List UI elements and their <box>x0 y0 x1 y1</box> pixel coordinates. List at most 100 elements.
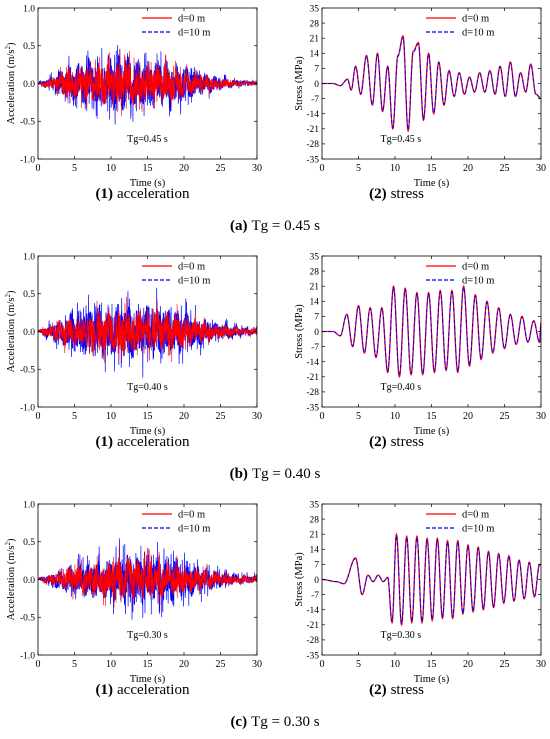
panel-stress-2: 0 5 10 15 20 25 30 -35 -28 -21 -14 -7 0 7 14 21 28 35 Time… <box>294 500 546 685</box>
y-tick-label: -7 <box>311 343 319 353</box>
y-tick-label: 21 <box>310 283 320 293</box>
x-tick-label: 10 <box>390 411 400 422</box>
tg-annotation: Tg=0.40 s <box>381 382 422 393</box>
x-tick-label: 5 <box>72 659 77 670</box>
y-tick-label: -21 <box>306 621 319 631</box>
y-tick-label: 1.0 <box>23 500 35 510</box>
y-tick-label: -28 <box>306 388 319 398</box>
x-tick-label: 0 <box>36 411 41 422</box>
y-tick-label: 7 <box>314 561 319 571</box>
x-tick-label: 30 <box>252 659 262 670</box>
y-tick-label: 0 <box>314 328 319 338</box>
y-tick-label: 0.0 <box>23 80 35 90</box>
x-tick-label: 20 <box>179 659 189 670</box>
y-axis-label-end: ) <box>6 290 17 294</box>
y-tick-label: 14 <box>310 298 320 308</box>
x-tick-label: 20 <box>463 659 473 670</box>
series-line-d10 <box>322 534 541 625</box>
legend-label-d10: d=10 m <box>178 524 210 535</box>
legend-label-d0: d=0 m <box>462 510 489 521</box>
y-tick-label: -0.5 <box>20 614 35 624</box>
x-tick-label: 0 <box>320 163 325 174</box>
x-tick-label: 25 <box>216 411 226 422</box>
subcaption-acceleration: (1) acceleration <box>96 186 190 202</box>
series-line-d0 <box>322 35 541 133</box>
x-tick-label: 25 <box>216 659 226 670</box>
y-axis-label-superscript: 2 <box>4 46 12 50</box>
x-tick-label: 15 <box>143 411 153 422</box>
y-axis-label: Stress (MPa) <box>294 552 305 607</box>
tg-annotation: Tg=0.40 s <box>127 382 168 393</box>
x-tick-label: 30 <box>536 163 546 174</box>
x-tick-label: 5 <box>72 163 77 174</box>
x-tick-label: 25 <box>500 659 510 670</box>
tg-annotation: Tg=0.30 s <box>381 630 422 641</box>
x-tick-label: 30 <box>536 411 546 422</box>
captions: (1) acceleration (2) stress(a) Tg = 0.45 s(1… <box>96 186 425 730</box>
x-tick-label: 5 <box>356 659 361 670</box>
y-tick-label: 28 <box>310 19 320 29</box>
legend-label-d10: d=10 m <box>462 524 494 535</box>
y-axis-label-main: Acceleration (m/s <box>6 546 17 621</box>
x-tick-label: 25 <box>500 411 510 422</box>
x-tick-label: 20 <box>463 163 473 174</box>
x-tick-label: 5 <box>72 411 77 422</box>
y-tick-label: 0.5 <box>23 42 35 52</box>
series-line-d0 <box>38 547 257 608</box>
y-tick-label: -7 <box>311 95 319 105</box>
y-tick-label: 0.5 <box>23 538 35 548</box>
subcaption-stress: (2) stress <box>369 186 424 202</box>
x-tick-label: 30 <box>252 163 262 174</box>
y-axis-label: Acceleration (m/s2) <box>4 538 17 620</box>
subcaption-stress: (2) stress <box>369 434 424 450</box>
legend-label-d0: d=0 m <box>178 262 205 273</box>
y-tick-label: 1.0 <box>23 4 35 14</box>
x-axis-label: Time (s) <box>414 674 450 685</box>
x-tick-label: 0 <box>320 659 325 670</box>
panel-stress-0: 0 5 10 15 20 25 30 -35 -28 -21 -14 -7 0 7 14 21 28 35 Time… <box>294 4 546 189</box>
y-tick-label: -14 <box>306 110 319 120</box>
y-tick-label: 35 <box>310 500 320 510</box>
x-tick-label: 5 <box>356 163 361 174</box>
y-tick-label: 35 <box>310 252 320 262</box>
row-caption-label: (a) <box>230 218 248 234</box>
y-tick-label: 0 <box>314 576 319 586</box>
subcaption-number: (1) <box>96 682 114 698</box>
subcaption-acceleration: (1) acceleration <box>96 434 190 450</box>
x-tick-label: 10 <box>390 659 400 670</box>
panel-acceleration-1: 0 5 10 15 20 25 30 -1.0 -0.5 0.0 0.5 1.0 Time (s) Acc… <box>4 252 262 437</box>
subcaption-number: (2) <box>369 186 387 202</box>
x-tick-label: 0 <box>36 659 41 670</box>
subcaption-text: stress <box>391 186 424 202</box>
subcaption-text: acceleration <box>117 434 190 450</box>
x-tick-label: 30 <box>252 411 262 422</box>
subcaption-stress: (2) stress <box>369 682 424 698</box>
row-caption: (a) Tg = 0.45 s <box>230 218 320 234</box>
y-tick-label: -14 <box>306 606 319 616</box>
y-tick-label: -0.5 <box>20 366 35 376</box>
y-tick-label: 0.0 <box>23 328 35 338</box>
y-axis-label: Acceleration (m/s2) <box>4 42 17 124</box>
row-caption: (b) Tg = 0.40 s <box>230 466 321 482</box>
series-line-d0 <box>38 48 257 117</box>
x-tick-label: 25 <box>500 163 510 174</box>
x-tick-label: 15 <box>143 163 153 174</box>
row-caption-label: (b) <box>230 466 248 482</box>
x-axis-label: Time (s) <box>414 426 450 437</box>
y-tick-label: -35 <box>306 403 319 413</box>
y-tick-label: -35 <box>306 155 319 165</box>
y-tick-label: -35 <box>306 651 319 661</box>
subcaption-text: acceleration <box>117 682 190 698</box>
row-caption-text: Tg = 0.30 s <box>251 714 320 730</box>
y-tick-label: 7 <box>314 65 319 75</box>
y-tick-label: 28 <box>310 515 320 525</box>
subcaption-acceleration: (1) acceleration <box>96 682 190 698</box>
tg-annotation: Tg=0.45 s <box>127 134 168 145</box>
x-axis-label: Time (s) <box>414 178 450 189</box>
x-tick-label: 15 <box>427 163 437 174</box>
panel-acceleration-0: 0 5 10 15 20 25 30 -1.0 -0.5 0.0 0.5 1.0 Time (s) Acc… <box>4 4 262 189</box>
tg-annotation: Tg=0.45 s <box>381 134 422 145</box>
y-tick-label: 14 <box>310 50 320 60</box>
y-axis-label-main: Acceleration (m/s <box>6 298 17 373</box>
